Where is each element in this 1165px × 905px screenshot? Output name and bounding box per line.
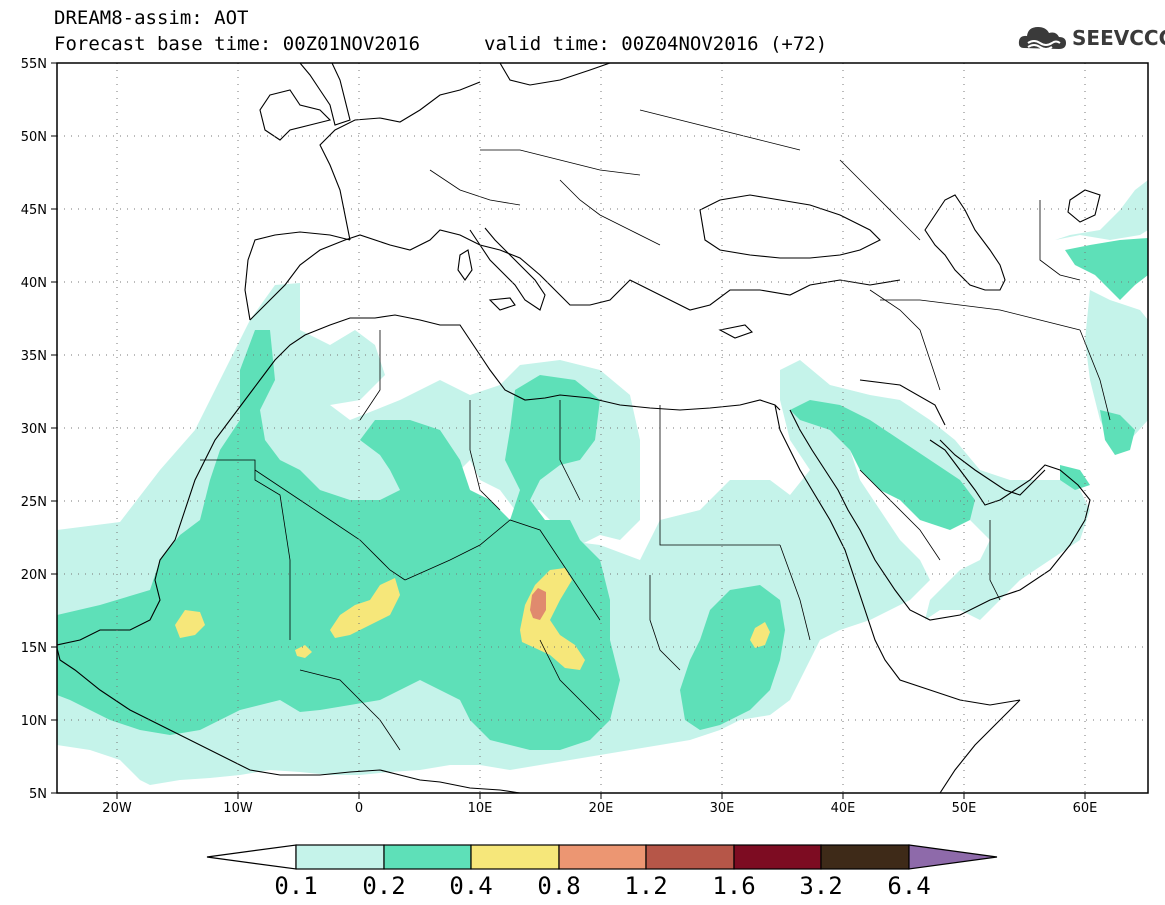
lat-label: 30N: [21, 422, 47, 437]
base-time-line: Forecast base time: 00Z01NOV2016: [54, 33, 421, 55]
colorbar-box: [470, 844, 560, 870]
aot-map: 55N 50N 45N 40N 35N 30N 25N 20N 15N 10N …: [21, 57, 1149, 816]
lon-label: 20E: [589, 801, 614, 816]
lat-label: 50N: [21, 130, 47, 145]
lon-label: 10W: [223, 801, 253, 816]
colorbar-label: 0.8: [537, 872, 580, 900]
lat-label: 40N: [21, 276, 47, 291]
logo-text: SEEVCCC: [1072, 26, 1165, 50]
lon-label: 30E: [710, 801, 735, 816]
lon-label: 50E: [952, 801, 977, 816]
lat-label: 20N: [21, 568, 47, 583]
lat-label: 15N: [21, 641, 47, 656]
lat-label: 25N: [21, 495, 47, 510]
lon-label: 0: [355, 801, 363, 816]
colorbar-label: 1.2: [624, 872, 667, 900]
colorbar-label: 0.2: [362, 872, 405, 900]
graticule: [57, 63, 1148, 793]
colorbar-boxes: [206, 844, 998, 870]
lat-label: 5N: [29, 787, 47, 802]
cloud-icon: [1018, 27, 1066, 50]
lon-label: 40E: [831, 801, 856, 816]
lat-label: 10N: [21, 714, 47, 729]
lat-label: 55N: [21, 57, 47, 72]
colorbar-label: 3.2: [799, 872, 842, 900]
lat-label: 45N: [21, 203, 47, 218]
coastlines: [57, 63, 1101, 793]
aot-level-0-2: [57, 238, 1148, 750]
colorbar-box: [908, 844, 998, 870]
colorbar-labels: 0.1 0.2 0.4 0.8 1.2 1.6 3.2 6.4: [274, 872, 930, 900]
lat-label: 35N: [21, 349, 47, 364]
borders: [200, 109, 1111, 751]
colorbar-box: [820, 844, 910, 870]
tick-marks: [51, 62, 1086, 799]
lon-label: 20W: [102, 801, 132, 816]
colorbar-label: 0.4: [449, 872, 492, 900]
lon-labels: 20W 10W 0 10E 20E 30E 40E 50E 60E: [102, 801, 1097, 816]
lat-labels: 55N 50N 45N 40N 35N 30N 25N 20N 15N 10N …: [21, 57, 47, 802]
colorbar-box: [645, 844, 735, 870]
colorbar-box: [383, 844, 472, 870]
aot-level-0-8: [530, 588, 546, 620]
lon-label: 10E: [468, 801, 493, 816]
valid-time-line: valid time: 00Z04NOV2016 (+72): [484, 33, 828, 55]
colorbar-box: [206, 844, 297, 870]
colorbar-box: [558, 844, 647, 870]
aot-shading: [57, 180, 1148, 785]
title-line: DREAM8-assim: AOT: [54, 7, 249, 29]
colorbar-label: 1.6: [712, 872, 755, 900]
colorbar-box: [733, 844, 822, 870]
colorbar-box: [295, 844, 385, 870]
lon-label: 60E: [1073, 801, 1098, 816]
colorbar-label: 6.4: [887, 872, 930, 900]
seevccc-logo: SEEVCCC: [1018, 22, 1165, 56]
colorbar-label: 0.1: [274, 872, 317, 900]
